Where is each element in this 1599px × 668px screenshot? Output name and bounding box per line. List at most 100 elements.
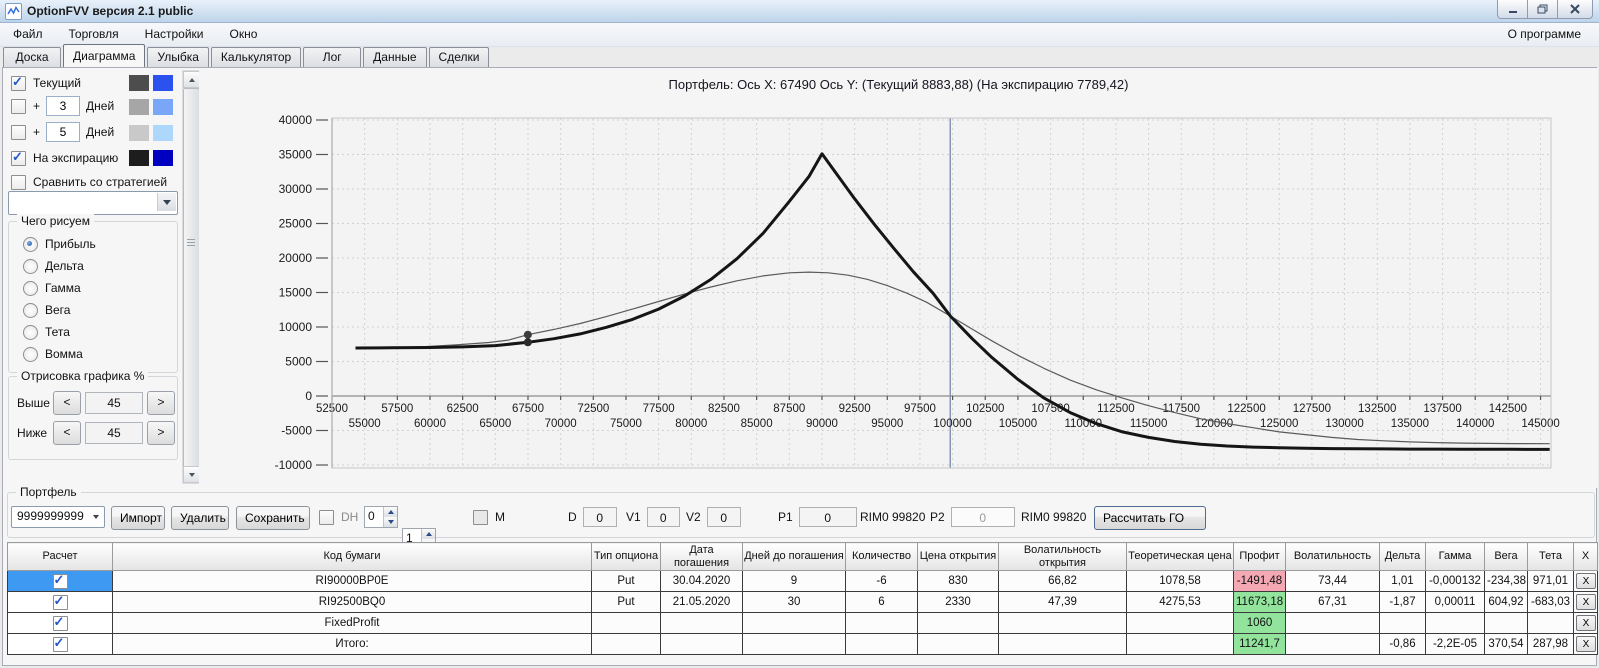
plot-area[interactable]: [332, 118, 1551, 468]
menu-item-window[interactable]: Окно: [229, 27, 258, 41]
spin-down-button[interactable]: [383, 517, 397, 527]
menu-item-settings[interactable]: Настройки: [144, 27, 204, 41]
dh-spinner-1[interactable]: 0: [364, 506, 398, 528]
current-checkbox[interactable]: [11, 74, 26, 91]
import-button[interactable]: Импорт: [111, 506, 165, 530]
x-tick-label-lower: 100000: [933, 418, 971, 430]
col-header-11[interactable]: Волатильность: [1285, 541, 1380, 572]
col-header-3[interactable]: Тип опциона: [591, 541, 661, 572]
expiration-checkbox[interactable]: [11, 149, 26, 166]
menu-item-about[interactable]: О программе: [1507, 27, 1581, 41]
scroll-up-button[interactable]: [183, 71, 200, 88]
dh-checkbox[interactable]: [319, 509, 334, 525]
m-checkbox[interactable]: [473, 509, 488, 525]
menu-item-file[interactable]: Файл: [13, 27, 43, 41]
plus5-checkbox[interactable]: [11, 124, 26, 140]
radio-2[interactable]: [23, 258, 38, 274]
radio-3[interactable]: [23, 280, 38, 296]
delete-row-button[interactable]: X: [1576, 573, 1596, 590]
calculate-go-button[interactable]: Рассчитать ГО: [1094, 506, 1206, 530]
x-tick-label-lower: 130000: [1325, 418, 1363, 430]
radio-4[interactable]: [23, 302, 38, 318]
row-calc-checkbox[interactable]: [52, 593, 68, 610]
delete-row-button[interactable]: X: [1576, 594, 1596, 611]
radio-1[interactable]: [23, 236, 38, 252]
radio-5[interactable]: [23, 324, 38, 340]
scroll-down-button[interactable]: [183, 466, 200, 483]
below-decrease-button[interactable]: <: [53, 421, 81, 445]
tab-sdelki[interactable]: Сделки: [428, 47, 490, 67]
calc-checkbox-cell[interactable]: [7, 570, 113, 593]
current-color-swatch-2: [153, 75, 173, 91]
spin-up-button[interactable]: [383, 507, 397, 517]
strategy-dropdown[interactable]: [8, 191, 178, 215]
plus3-checkbox[interactable]: [11, 98, 26, 114]
col-header-5[interactable]: Дней до погашения: [742, 541, 846, 572]
radio-6[interactable]: [23, 346, 38, 362]
close-button[interactable]: [1557, 0, 1593, 19]
tab-kalkulyator[interactable]: Калькулятор: [210, 47, 302, 67]
col-header-14[interactable]: Вега: [1484, 541, 1528, 572]
compare-strategy-checkbox[interactable]: [11, 174, 26, 190]
delete-button[interactable]: Удалить: [171, 506, 229, 530]
portfolio-select-arrow[interactable]: [89, 508, 103, 526]
col-header-4[interactable]: Дата погашения: [660, 541, 743, 572]
scrollbar-thumb[interactable]: [183, 88, 200, 468]
below-increase-button[interactable]: >: [147, 421, 175, 445]
x-tick-label-lower: 85000: [741, 418, 773, 430]
spin-up-button[interactable]: [421, 529, 435, 539]
above-decrease-button[interactable]: <: [53, 391, 81, 415]
col-header-8[interactable]: Волатильность открытия: [998, 541, 1127, 572]
cell: [1527, 612, 1574, 635]
delete-cell: X: [1573, 612, 1598, 635]
calc-checkbox-cell[interactable]: [7, 591, 113, 614]
cell: Put: [591, 591, 661, 614]
payoff-chart[interactable]: 40000 35000 30000 25000 20000 15000 10000 5000 0…: [199, 68, 1598, 488]
row-calc-checkbox[interactable]: [52, 635, 68, 652]
days3-input[interactable]: [46, 96, 81, 116]
calc-checkbox-cell[interactable]: [7, 612, 113, 635]
tab-ulybka[interactable]: Улыбка: [147, 47, 209, 67]
above-increase-button[interactable]: >: [147, 391, 175, 415]
menu-item-trading[interactable]: Торговля: [68, 27, 119, 41]
cell: -0,000132: [1425, 570, 1485, 593]
maximize-button[interactable]: [1527, 0, 1558, 19]
tab-diagramma[interactable]: Диаграмма: [63, 44, 146, 67]
tab-dannye[interactable]: Данные: [363, 47, 427, 67]
row-calc-checkbox[interactable]: [52, 572, 68, 589]
col-header-7[interactable]: Цена открытия: [917, 541, 999, 572]
cell: 971,01: [1527, 570, 1574, 593]
save-button[interactable]: Сохранить: [236, 506, 310, 530]
cell: -234,38: [1484, 570, 1528, 593]
col-header-15[interactable]: Тета: [1527, 541, 1574, 572]
col-header-1[interactable]: Расчет: [7, 541, 113, 572]
tab-doska[interactable]: Доска: [3, 47, 61, 67]
col-header-9[interactable]: Теоретическая цена: [1126, 541, 1234, 572]
x-tick-label-upper: 137500: [1423, 403, 1461, 415]
delete-row-button[interactable]: X: [1576, 636, 1596, 653]
positions-table: Расчет Код бумаги Тип опциона Дата погашени…: [7, 541, 1598, 656]
minimize-button[interactable]: [1497, 0, 1528, 19]
cell: 1078,58: [1126, 570, 1234, 593]
x-tick-label-upper: 82500: [708, 403, 740, 415]
col-header-10[interactable]: Профит: [1233, 541, 1286, 572]
profit-cell: 11673,18: [1233, 591, 1286, 614]
tab-log[interactable]: Лог: [303, 47, 362, 67]
profit-cell: -1491,48: [1233, 570, 1286, 593]
col-header-12[interactable]: Дельта: [1379, 541, 1426, 572]
sidebar-scrollbar[interactable]: [182, 70, 200, 484]
days5-input[interactable]: [46, 122, 81, 142]
col-header-2[interactable]: Код бумаги: [112, 541, 592, 572]
col-header-13[interactable]: Гамма: [1425, 541, 1485, 572]
portfolio-select[interactable]: 9999999999: [11, 506, 105, 528]
col-header-16[interactable]: X: [1573, 541, 1598, 572]
row-calc-checkbox[interactable]: [52, 614, 68, 631]
delete-row-button[interactable]: X: [1576, 615, 1596, 632]
col-header-6[interactable]: Количество: [845, 541, 918, 572]
strategy-dropdown-arrow[interactable]: [157, 193, 176, 211]
calc-checkbox-cell[interactable]: [7, 633, 113, 656]
cell: 1,01: [1379, 570, 1426, 593]
p2-field-row: P2 0: [930, 506, 1015, 528]
table-row-1: RI90000BP0EPut30.04.20209-683066,821078,…: [7, 570, 1598, 593]
cell: [998, 633, 1127, 656]
